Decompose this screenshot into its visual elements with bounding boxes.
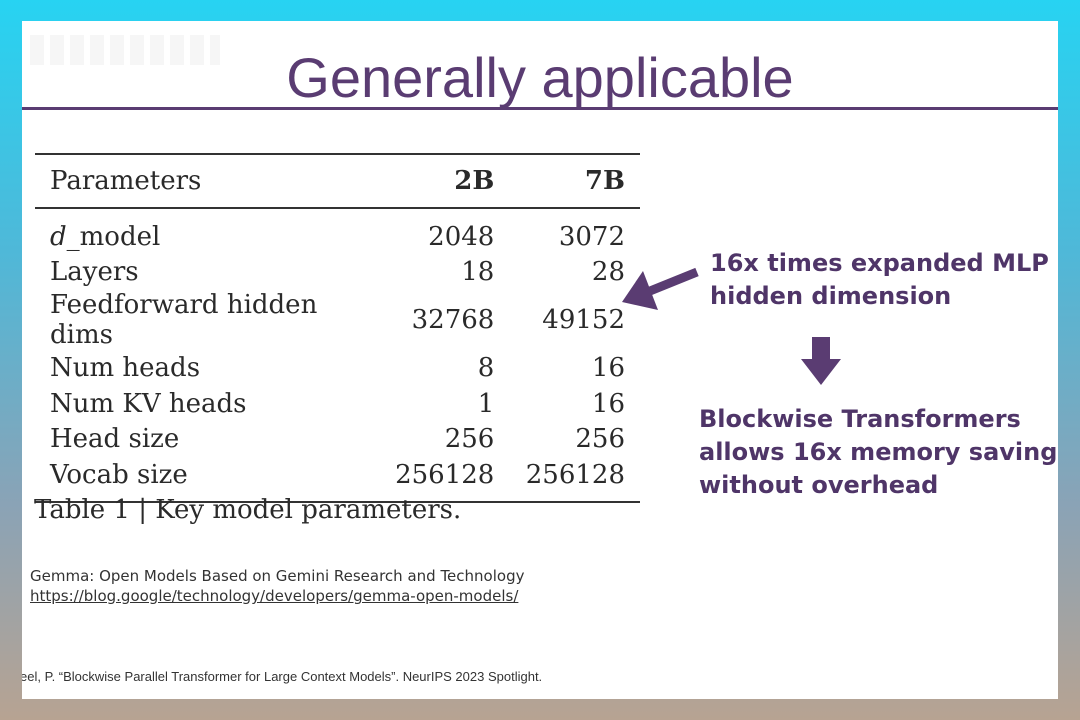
row-label: Num KV heads <box>50 388 247 419</box>
mlp-annotation: 16x times expanded MLP hidden dimension <box>710 247 1049 313</box>
row-label: d_model <box>35 208 379 255</box>
slide: Generally applicable Parameters 2B 7B d_… <box>22 21 1058 699</box>
title-divider <box>22 107 1058 110</box>
mlp-annotation-line1: 16x times expanded MLP <box>710 249 1049 277</box>
table-row: Num heads 8 16 <box>35 350 640 386</box>
value-2b: 32768 <box>411 305 495 336</box>
value-2b: 8 <box>477 352 495 383</box>
table-row: d_model 2048 3072 <box>35 208 640 255</box>
parameters-table: Parameters 2B 7B d_model 2048 3072 Layer… <box>35 153 640 503</box>
table-row: Vocab size 256128 256128 <box>35 457 640 502</box>
table-header-row: Parameters 2B 7B <box>35 154 640 208</box>
blockwise-annotation-line3: without overhead <box>699 471 939 499</box>
faded-logo <box>30 35 220 65</box>
value-2b: 256 <box>444 424 495 455</box>
row-label-italic: d <box>50 221 67 252</box>
row-label-rest: _model <box>66 221 161 252</box>
value-7b: 16 <box>591 352 625 383</box>
value-2b: 1 <box>477 388 495 419</box>
row-label: Feedforward hidden dims <box>50 290 318 351</box>
table-caption: Table 1 | Key model parameters. <box>34 495 462 525</box>
header-parameters: Parameters <box>50 166 202 196</box>
gemma-reference-title: Gemma: Open Models Based on Gemini Resea… <box>30 567 525 585</box>
arrow-left-icon <box>622 267 699 310</box>
header-7b: 7B <box>584 166 625 196</box>
value-2b: 256128 <box>395 459 495 490</box>
value-7b: 16 <box>591 388 625 419</box>
value-7b: 3072 <box>558 221 625 252</box>
value-7b: 49152 <box>542 305 625 336</box>
gemma-reference: Gemma: Open Models Based on Gemini Resea… <box>30 566 524 606</box>
row-label: Vocab size <box>50 459 188 490</box>
value-2b: 2048 <box>428 221 495 252</box>
blockwise-annotation-line2: allows 16x memory saving <box>699 438 1058 466</box>
gemma-reference-link[interactable]: https://blog.google/technology/developer… <box>30 587 519 605</box>
blockwise-annotation: Blockwise Transformers allows 16x memory… <box>699 403 1057 502</box>
mlp-annotation-line2: hidden dimension <box>710 282 952 310</box>
table-row: Num KV heads 1 16 <box>35 386 640 422</box>
blockwise-annotation-line1: Blockwise Transformers <box>699 405 1021 433</box>
value-2b: 18 <box>461 257 495 288</box>
header-2b: 2B <box>454 166 495 196</box>
row-label: Num heads <box>50 352 201 383</box>
row-label: Head size <box>50 424 180 455</box>
value-7b: 256 <box>575 424 625 455</box>
table-row: Layers 18 28 <box>35 255 640 291</box>
arrow-down-icon <box>801 337 841 385</box>
table-row: Feedforward hidden dims 32768 49152 <box>35 290 640 350</box>
table-row: Head size 256 256 <box>35 421 640 457</box>
value-7b: 256128 <box>525 459 625 490</box>
blockwise-reference: eel, P. “Blockwise Parallel Transformer … <box>22 669 543 684</box>
slide-title: Generally applicable <box>286 46 794 109</box>
row-label: Layers <box>50 257 139 288</box>
annotation-arrows <box>622 267 841 385</box>
value-7b: 28 <box>591 257 625 288</box>
